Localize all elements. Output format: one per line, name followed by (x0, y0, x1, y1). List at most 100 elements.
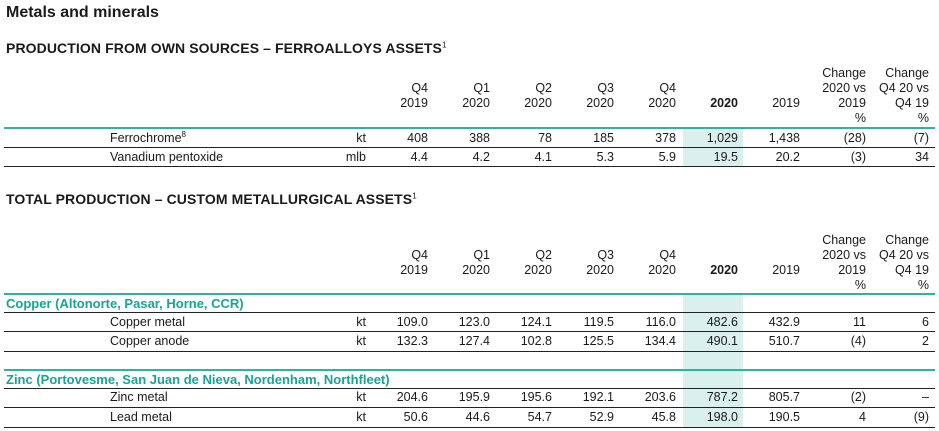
cell-q1-2020: 44.6 (465, 410, 490, 424)
row-unit: kt (356, 410, 366, 424)
cell-q4-2019: 132.3 (396, 334, 428, 348)
cell-q4-2019: 109.0 (396, 315, 428, 329)
t1-header-q1-2020: Q1 2020 (462, 81, 490, 110)
table2-title-footnote: 1 (412, 191, 417, 201)
row-unit: kt (356, 315, 366, 329)
cell-2020: 19.5 (713, 150, 738, 164)
cell-q1-2020: 127.4 (458, 334, 490, 348)
cell-change-q4: – (922, 390, 929, 404)
cell-q2-2020: 102.8 (520, 334, 552, 348)
row-divider (4, 427, 935, 428)
cell-change-year: (28) (843, 131, 866, 145)
cell-q2-2020: 195.6 (520, 390, 552, 404)
t2-header-change-q4: Change Q4 20 vs Q4 19% (878, 233, 929, 292)
cell-q4-2019: 204.6 (396, 390, 428, 404)
t1-header-q4-2019: Q4 2019 (400, 81, 428, 110)
t1-header-change-q4: Change Q4 20 vs Q4 19% (878, 66, 929, 125)
cell-q2-2020: 4.1 (534, 150, 552, 164)
cell-change-year: 11 (853, 315, 866, 329)
cell-q4-2019: 4.4 (410, 150, 428, 164)
t2-header-q2-2020: Q2 2020 (524, 248, 552, 277)
cell-change-year: (3) (850, 150, 866, 164)
t2-header-q4-2020: Q4 2020 (648, 248, 676, 277)
row-divider (4, 407, 935, 408)
cell-q4-2020: 116.0 (645, 315, 676, 329)
cell-q4-2019: 408 (407, 131, 428, 145)
cell-q2-2020: 54.7 (527, 410, 552, 424)
table2-title: TOTAL PRODUCTION – CUSTOM METALLURGICAL … (6, 191, 417, 207)
t1-header-2020: 2020 (710, 96, 738, 110)
row-divider (4, 166, 935, 167)
t2-header-2020: 2020 (710, 263, 738, 277)
group-heading-copper: Copper (Altonorte, Pasar, Horne, CCR) (6, 296, 244, 311)
row-unit: kt (356, 131, 366, 145)
t2-header-change-year: Change 2020 vs 2019% (822, 233, 866, 292)
cell-change-year: 4 (859, 410, 866, 424)
row-unit: mlb (345, 150, 366, 164)
table2-2020-highlight (683, 294, 743, 428)
cell-change-q4: (7) (913, 131, 929, 145)
group-rule-zinc (4, 369, 935, 371)
cell-2020: 1,029 (706, 131, 738, 145)
cell-q2-2020: 78 (538, 131, 552, 145)
row-label: Copper metal (110, 315, 186, 329)
t1-header-2019: 2019 (772, 96, 800, 110)
cell-q4-2020: 134.4 (644, 334, 676, 348)
cell-q3-2020: 185 (593, 131, 614, 145)
cell-2019: 432.9 (768, 315, 800, 329)
cell-2020: 787.2 (706, 390, 738, 404)
t2-header-q4-2019: Q4 2019 (400, 248, 428, 277)
cell-change-year: (2) (850, 390, 866, 404)
row-divider (4, 388, 935, 389)
cell-2019: 20.2 (775, 150, 800, 164)
t1-header-q3-2020: Q3 2020 (586, 81, 614, 110)
cell-q4-2020: 378 (655, 131, 676, 145)
table1-title: PRODUCTION FROM OWN SOURCES – FERROALLOY… (6, 40, 447, 56)
cell-q3-2020: 119.5 (583, 315, 614, 329)
t2-header-rule (4, 293, 935, 295)
t2-header-q3-2020: Q3 2020 (586, 248, 614, 277)
cell-2019: 1,438 (768, 131, 800, 145)
cell-q1-2020: 195.9 (458, 390, 490, 404)
cell-change-year: (4) (850, 334, 866, 348)
cell-q4-2020: 45.8 (651, 410, 676, 424)
cell-2020: 482.6 (706, 315, 738, 329)
cell-2020: 490.1 (706, 334, 738, 348)
row-divider (4, 351, 935, 352)
t1-header-q4-2020: Q4 2020 (648, 81, 676, 110)
row-label: Lead metal (110, 410, 172, 424)
cell-q2-2020: 124.1 (520, 315, 552, 329)
cell-change-q4: 6 (922, 315, 929, 329)
t1-header-rule (4, 127, 935, 129)
cell-q3-2020: 192.1 (582, 390, 614, 404)
cell-q1-2020: 388 (469, 131, 490, 145)
cell-q1-2020: 4.2 (472, 150, 490, 164)
row-unit: kt (356, 334, 366, 348)
row-divider (4, 312, 935, 313)
cell-q4-2019: 50.6 (403, 410, 428, 424)
row-footnote: 8 (181, 129, 186, 139)
row-divider (4, 147, 935, 148)
row-label: Vanadium pentoxide (110, 150, 224, 164)
cell-change-q4: 34 (915, 150, 929, 164)
row-label: Ferrochrome8 (110, 129, 186, 145)
cell-change-q4: (9) (913, 410, 929, 424)
cell-2019: 190.5 (768, 410, 800, 424)
cell-2020: 198.0 (706, 410, 738, 424)
cell-q3-2020: 5.3 (596, 150, 614, 164)
group-heading-zinc: Zinc (Portovesme, San Juan de Nieva, Nor… (6, 372, 390, 387)
cell-q3-2020: 52.9 (589, 410, 614, 424)
cell-q3-2020: 125.5 (582, 334, 614, 348)
cell-2019: 510.7 (768, 334, 800, 348)
cell-q4-2020: 5.9 (658, 150, 676, 164)
row-divider (4, 331, 935, 332)
cell-q1-2020: 123.0 (458, 315, 490, 329)
row-label: Zinc metal (110, 390, 168, 404)
section-title: Metals and minerals (6, 4, 159, 21)
row-label: Copper anode (110, 334, 190, 348)
t1-header-change-year: Change 2020 vs 2019% (822, 66, 866, 125)
t1-header-q2-2020: Q2 2020 (524, 81, 552, 110)
table1-title-footnote: 1 (441, 40, 447, 50)
t2-header-q1-2020: Q1 2020 (462, 248, 490, 277)
t2-header-2019: 2019 (772, 263, 800, 277)
